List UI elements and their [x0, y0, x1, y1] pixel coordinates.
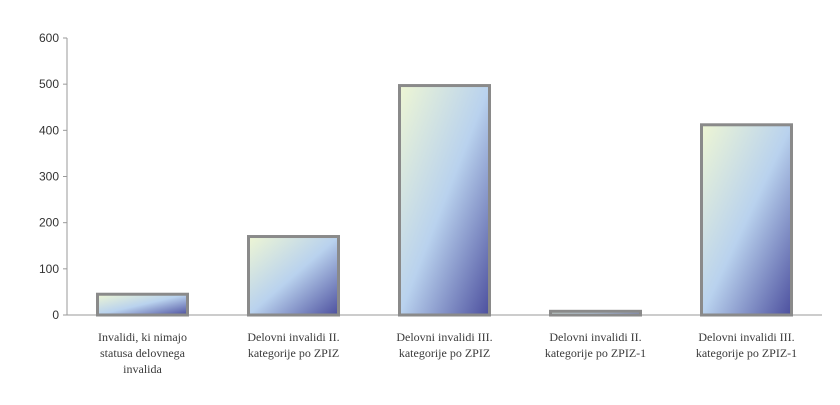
labels-group: 0 100 200 300 400 500 600 Invalidi, ki nimajo st… — [39, 31, 797, 376]
x-tick-label: Delovni invalidi III. kategorije po ZPIZ-… — [696, 330, 797, 360]
bar — [247, 235, 340, 317]
bars-group — [96, 84, 793, 317]
bar — [398, 84, 491, 317]
x-tick-label: Delovni invalidi II. kategorije po ZPIZ-1 — [545, 330, 646, 360]
y-tick-label: 500 — [39, 77, 59, 91]
y-tick-label: 0 — [52, 308, 59, 322]
y-tick-label: 300 — [39, 170, 59, 184]
x-tick-label: Delovni invalidi III. kategorije po ZPIZ — [396, 330, 492, 360]
y-tick-label: 100 — [39, 262, 59, 276]
bar — [96, 292, 189, 317]
x-tick-label: Delovni invalidi II. kategorije po ZPIZ — [247, 330, 339, 360]
y-tick-label: 200 — [39, 216, 59, 230]
y-tick-label: 600 — [39, 31, 59, 45]
x-tick-label: Invalidi, ki nimajo statusa delovnega inva… — [98, 330, 187, 376]
y-tick-label: 400 — [39, 123, 59, 137]
bar — [549, 309, 642, 317]
bar — [700, 123, 793, 317]
